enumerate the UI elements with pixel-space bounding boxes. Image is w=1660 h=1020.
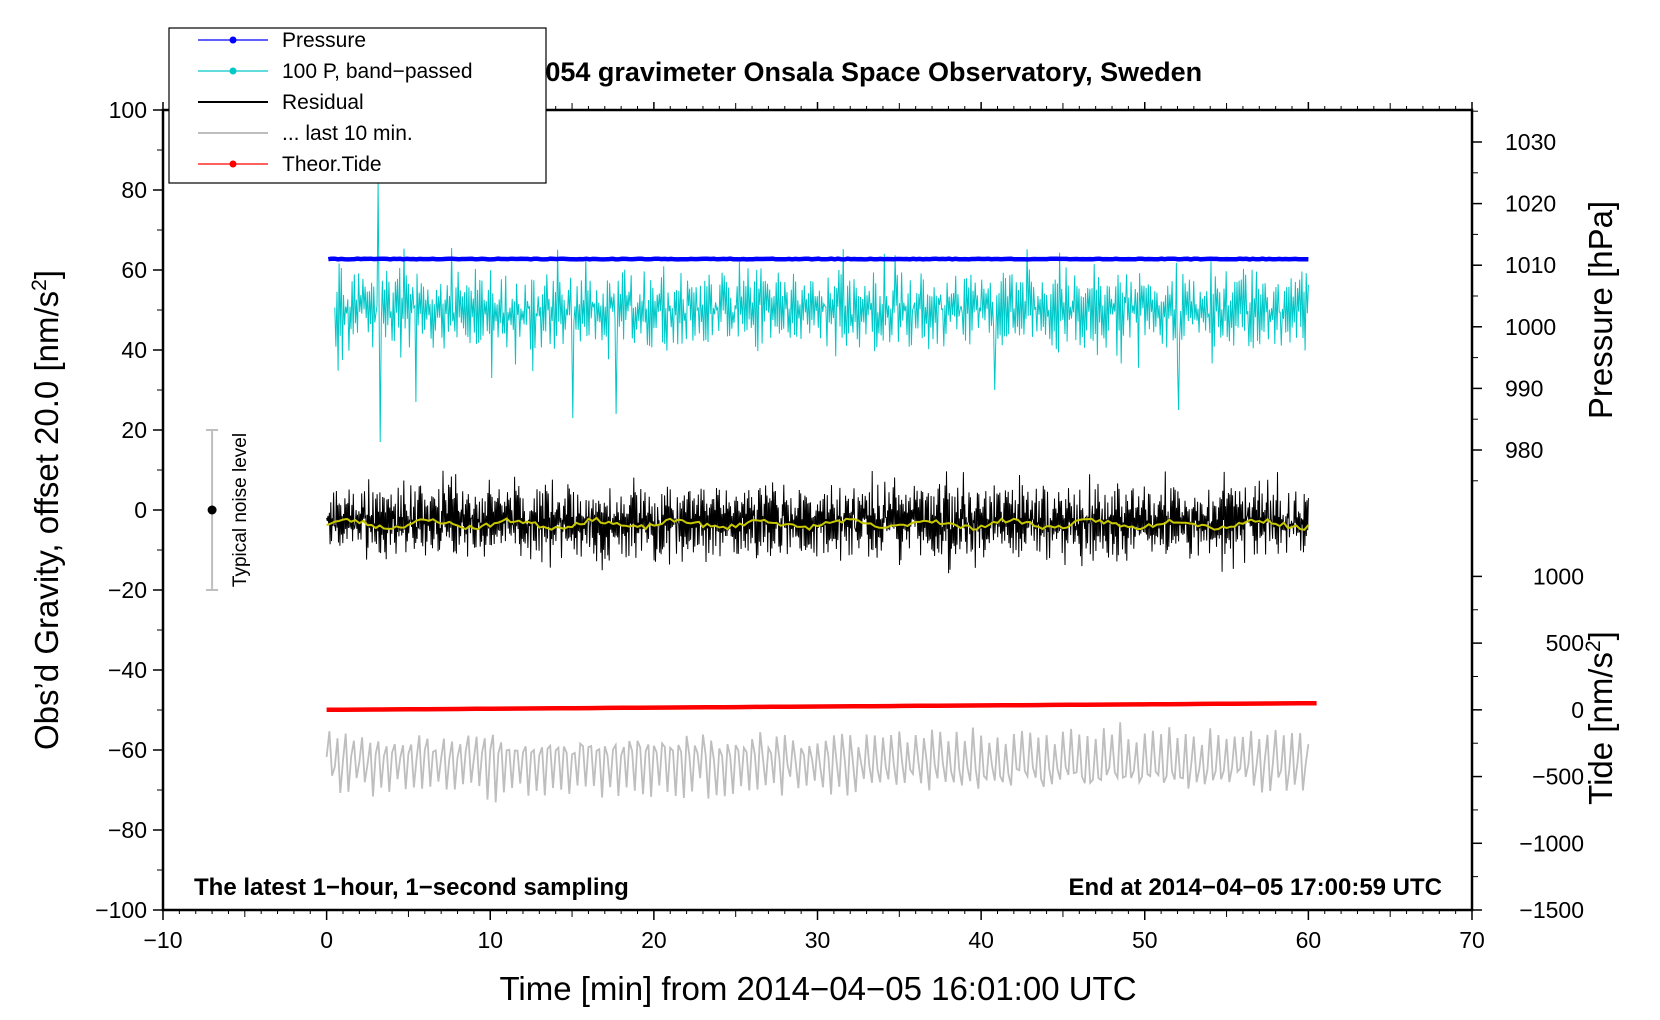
series-pressure [327,256,1309,262]
x-tick-label: 60 [1296,927,1322,953]
x-tick-label: 10 [477,927,503,953]
tide-tick-label: −1000 [1519,830,1584,856]
pressure-tick-label: 1020 [1505,191,1556,217]
y-tick-label: 100 [109,97,147,123]
x-tick-label: 20 [641,927,667,953]
y-tick-label: 0 [134,497,147,523]
note-sampling: The latest 1−hour, 1−second sampling [194,874,629,901]
legend-label-bandpassed: 100 P, band−passed [282,60,473,83]
tide-axis-title-main: Tide [nm/s [1582,652,1619,805]
series-band-passed [334,181,1309,443]
tide-axis-title-close: ] [1582,631,1619,640]
tide-tick-label: −1500 [1519,897,1584,923]
data-series [325,181,1317,803]
y-tick-label: 20 [121,417,147,443]
y-tick-label: −60 [108,737,147,763]
x-tick-label: 30 [805,927,831,953]
pressure-tick-label: 1010 [1505,252,1556,278]
x-tick-label: 50 [1132,927,1158,953]
series-last-10-min [325,722,1310,803]
y-tick-label: 80 [121,177,147,203]
legend-label-tide: Theor.Tide [282,153,382,176]
legend-box [168,27,547,184]
y-axis-title-left-close: ] [28,270,65,279]
axis-ticks: −10 0 10 20 30 40 50 60 70100806040200−20−40−60−… [95,97,1584,953]
y-tick-label: −40 [108,657,147,683]
y-axis-title-left-main: Obs’d Gravity, offset 20.0 [nm/s [28,291,65,750]
x-tick-label: 70 [1459,927,1485,953]
tide-tick-label: 0 [1571,697,1584,723]
x-tick-label: −10 [143,927,182,953]
pressure-tick-label: 990 [1505,375,1543,401]
y-tick-label: −80 [108,817,147,843]
tide-axis-title-sup: 2 [1582,640,1605,652]
tide-tick-label: −500 [1532,764,1584,790]
legend-label-pressure: Pressure [282,29,366,52]
noise-bar-center [207,505,217,515]
y-axis-title-left-sup: 2 [28,279,51,291]
pressure-tick-label: 1030 [1505,129,1556,155]
series-smoothed-residual [326,516,1310,531]
x-tick-label: 40 [968,927,994,953]
pressure-tick-label: 980 [1505,437,1543,463]
series-theor-tide [326,700,1317,713]
legend: Pressure 100 P, band−passed Residual ...… [168,27,547,184]
y-tick-label: 60 [121,257,147,283]
legend-label-last10: ... last 10 min. [282,122,413,145]
tide-axis-title: Tide [nm/s2] [1582,631,1619,805]
y-tick-label: −20 [108,577,147,603]
tide-tick-label: 500 [1546,630,1584,656]
legend-dot-bandpassed [229,67,237,75]
chart-title: SCG_054 gravimeter Onsala Space Observat… [472,57,1202,87]
legend-swatches [198,36,268,168]
pressure-tick-label: 1000 [1505,314,1556,340]
pressure-axis-title: Pressure [hPa] [1582,201,1619,419]
y-tick-label: −100 [95,897,147,923]
note-end-time: End at 2014−04−05 17:00:59 UTC [1068,874,1442,901]
legend-dot-tide [229,160,237,168]
noise-label: Typical noise level [230,433,251,587]
tide-tick-label: 1000 [1533,563,1584,589]
x-tick-label: 0 [320,927,333,953]
y-tick-label: 40 [121,337,147,363]
noise-indicator [206,429,219,591]
legend-dot-pressure [229,36,237,44]
series-residual [326,470,1309,574]
y-axis-title-left: Obs’d Gravity, offset 20.0 [nm/s2] [28,270,65,750]
legend-label-residual: Residual [282,91,364,114]
x-axis-title: Time [min] from 2014−04−05 16:01:00 UTC [499,970,1136,1007]
